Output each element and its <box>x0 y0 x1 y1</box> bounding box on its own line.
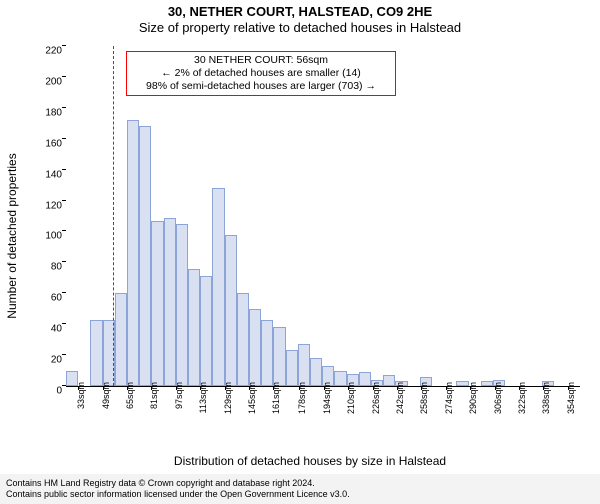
y-tick-label: 120 <box>40 200 62 211</box>
histogram-bar <box>139 126 151 386</box>
page-title-desc: Size of property relative to detached ho… <box>0 20 600 35</box>
histogram-bar <box>127 120 139 386</box>
annotation-line: ← 2% of detached houses are smaller (14) <box>133 67 389 80</box>
histogram-plot: 02040608010012014016018020022033sqm49sqm… <box>66 46 580 387</box>
y-tick-label: 40 <box>40 324 62 335</box>
y-tick <box>62 323 66 324</box>
y-tick-label: 220 <box>40 46 62 57</box>
y-tick <box>62 230 66 231</box>
x-tick-label: 290sqm <box>468 382 478 414</box>
y-axis-label: Number of detached properties <box>5 153 19 318</box>
histogram-bar <box>237 293 249 386</box>
x-tick-label: 145sqm <box>247 382 257 414</box>
x-tick-label: 210sqm <box>346 382 356 414</box>
histogram-bar <box>188 269 200 386</box>
y-tick-label: 60 <box>40 293 62 304</box>
histogram-bar <box>261 320 273 386</box>
y-tick <box>62 261 66 262</box>
histogram-bar <box>383 375 395 386</box>
y-tick <box>62 107 66 108</box>
footer-line-1: Contains HM Land Registry data © Crown c… <box>6 478 594 489</box>
y-tick <box>62 200 66 201</box>
x-tick-label: 161sqm <box>271 382 281 414</box>
x-tick-label: 242sqm <box>395 382 405 414</box>
annotation-line: 98% of semi-detached houses are larger (… <box>133 80 389 93</box>
histogram-bar <box>151 221 163 386</box>
y-tick-label: 160 <box>40 138 62 149</box>
x-tick-label: 65sqm <box>125 382 135 409</box>
histogram-bar <box>225 235 237 386</box>
histogram-bar <box>212 188 224 386</box>
y-tick <box>62 169 66 170</box>
y-tick <box>62 138 66 139</box>
histogram-bar <box>359 372 371 386</box>
histogram-bar <box>249 309 261 386</box>
x-tick-label: 354sqm <box>566 382 576 414</box>
x-axis-label: Distribution of detached houses by size … <box>40 454 580 468</box>
histogram-bar <box>176 224 188 386</box>
property-marker-line <box>113 46 114 386</box>
x-tick-label: 274sqm <box>444 382 454 414</box>
x-tick-label: 194sqm <box>322 382 332 414</box>
x-tick-label: 81sqm <box>149 382 159 409</box>
y-tick-label: 200 <box>40 76 62 87</box>
y-tick <box>62 76 66 77</box>
histogram-bar <box>164 218 176 386</box>
chart-container: Number of detached properties 0204060801… <box>40 46 580 426</box>
histogram-bar <box>286 350 298 386</box>
x-tick-label: 49sqm <box>101 382 111 409</box>
y-tick <box>62 292 66 293</box>
histogram-bar <box>90 320 102 386</box>
annotation-box: 30 NETHER COURT: 56sqm← 2% of detached h… <box>126 51 396 96</box>
x-tick-label: 226sqm <box>371 382 381 414</box>
x-tick-label: 338sqm <box>541 382 551 414</box>
histogram-bar <box>273 327 285 386</box>
y-tick-label: 140 <box>40 169 62 180</box>
histogram-bar <box>298 344 310 386</box>
page-title-address: 30, NETHER COURT, HALSTEAD, CO9 2HE <box>0 4 600 19</box>
histogram-bar <box>456 381 468 386</box>
histogram-bar <box>200 276 212 386</box>
footer-line-2: Contains public sector information licen… <box>6 489 594 500</box>
histogram-bar <box>481 381 493 386</box>
y-tick-label: 100 <box>40 231 62 242</box>
annotation-line: 30 NETHER COURT: 56sqm <box>133 54 389 67</box>
histogram-bar <box>115 293 127 386</box>
x-tick-label: 97sqm <box>174 382 184 409</box>
x-tick-label: 129sqm <box>223 382 233 414</box>
y-tick-label: 0 <box>40 386 62 397</box>
histogram-bar <box>310 358 322 386</box>
x-tick-label: 178sqm <box>297 382 307 414</box>
x-tick-label: 306sqm <box>493 382 503 414</box>
x-tick-label: 258sqm <box>419 382 429 414</box>
y-tick <box>62 354 66 355</box>
x-tick-label: 33sqm <box>76 382 86 409</box>
x-tick-label: 113sqm <box>198 382 208 413</box>
y-tick-label: 80 <box>40 262 62 273</box>
x-tick-label: 322sqm <box>517 382 527 414</box>
histogram-bar <box>334 371 346 386</box>
y-tick <box>62 45 66 46</box>
y-tick-label: 20 <box>40 355 62 366</box>
y-tick-label: 180 <box>40 107 62 118</box>
